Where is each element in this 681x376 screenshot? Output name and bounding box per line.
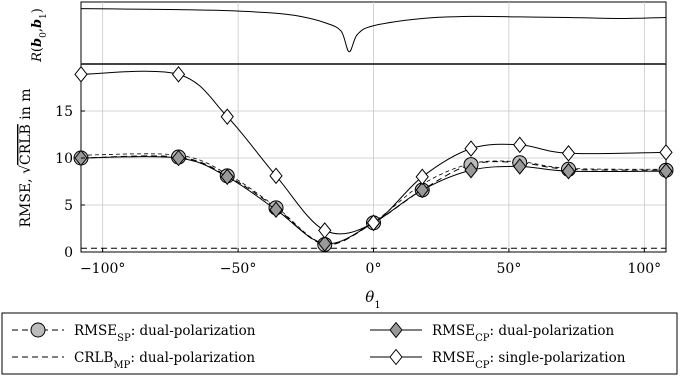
x-axis-label: θ1: [365, 288, 380, 311]
data-point-diamond-open: [513, 136, 527, 154]
legend-item: RMSESP: dual-polarization: [12, 322, 256, 344]
top-panel-curve: [80, 8, 667, 53]
legend-label-sub: SP: [117, 333, 131, 344]
legend-label: RMSECP: dual-polarization: [432, 323, 615, 344]
legend-label-suffix: : single-polarization: [489, 350, 625, 366]
top-ylabel-open-paren: (: [30, 47, 45, 52]
y-axis-label-sqrt: √: [18, 165, 34, 174]
data-point-diamond: [220, 168, 234, 186]
series-3: [74, 66, 673, 239]
data-point-diamond: [659, 162, 673, 180]
data-point-diamond: [171, 149, 186, 167]
legend-item: RMSECP: single-polarization: [370, 348, 626, 371]
legend-item: RMSECP: dual-polarization: [370, 321, 615, 344]
data-point-diamond-open: [415, 168, 429, 186]
legend-item: CRLBMP: dual-polarization: [12, 350, 255, 371]
x-tick-label: −100°: [80, 261, 125, 277]
legend-label-suffix: : dual-polarization: [130, 350, 255, 366]
y-tick-label: 10: [55, 151, 73, 167]
top-ylabel-sub1: 1: [39, 13, 49, 19]
y-axis-label-unit: in m: [18, 88, 34, 124]
data-point-diamond-open: [561, 144, 576, 162]
data-point-diamond: [415, 181, 429, 199]
x-axis-label-theta: θ: [365, 288, 374, 306]
x-tick-label: −50°: [220, 261, 257, 277]
top-ylabel-r: R: [30, 52, 45, 63]
legend-label-suffix: : dual-polarization: [131, 323, 256, 339]
data-point-diamond: [464, 161, 478, 179]
data-point-diamond-open: [171, 66, 186, 83]
legend-label-name: CRLB: [74, 350, 113, 366]
data-point-diamond: [269, 201, 283, 219]
legend-marker-diamond: [389, 321, 403, 339]
legend-label: RMSESP: dual-polarization: [74, 323, 256, 344]
data-point-diamond: [513, 158, 527, 175]
x-tick-label: 0°: [366, 261, 382, 277]
top-ylabel-close-paren: ): [30, 8, 45, 13]
top-ylabel-b0: b: [30, 38, 45, 47]
data-point-diamond-open: [659, 144, 673, 161]
legend-label-suffix: : dual-polarization: [489, 323, 614, 339]
data-point-diamond: [318, 235, 332, 252]
y-tick-label: 0: [64, 245, 73, 261]
data-point-diamond-open: [318, 222, 332, 239]
legend-label: CRLBMP: dual-polarization: [74, 350, 255, 371]
legend-label-name: RMSE: [432, 323, 475, 339]
legend-marker-diamond-open: [389, 348, 403, 366]
x-tick-labels: −100° −50° 0° 50° 100°: [80, 248, 661, 277]
top-ylabel-comma: ,: [30, 28, 45, 32]
legend-marker-circle: [30, 322, 46, 338]
y-tick-label: 5: [64, 198, 73, 214]
data-point-diamond-open: [366, 214, 381, 232]
data-point-diamond-open: [464, 140, 478, 157]
legend-label-sub: CP: [475, 333, 490, 344]
y-axis-label: RMSE, √CRLB in m: [18, 88, 34, 227]
x-tick-label: 100°: [627, 261, 661, 277]
legend: RMSESP: dual-polarization RMSECP: dual-po…: [1, 312, 678, 375]
y-axis-label-rmse: RMSE,: [18, 174, 34, 228]
data-point-diamond-open: [220, 108, 234, 125]
legend-label-name: RMSE: [74, 323, 117, 339]
y-tick-labels: 0 5 10 15: [55, 104, 85, 261]
top-grid: [102, 2, 645, 64]
top-panel: R(b0,b1): [30, 1, 667, 65]
y-axis-label-crlb: CRLB: [18, 124, 34, 165]
legend-label-name: RMSE: [432, 350, 475, 366]
top-y-axis-label: R(b0,b1): [30, 8, 49, 63]
legend-label: RMSECP: single-polarization: [432, 350, 626, 371]
main-panel: −100° −50° 0° 50° 100° 0 5 10 15 θ1 RMSE, √CRLB…: [18, 63, 674, 311]
x-tick-label: 50°: [497, 261, 522, 277]
top-ylabel-sub0: 0: [39, 32, 49, 38]
legend-label-sub: MP: [113, 360, 130, 371]
data-point-diamond-open: [74, 66, 88, 83]
y-tick-label: 15: [55, 104, 73, 120]
top-ylabel-b1: b: [30, 19, 45, 28]
legend-label-sub: CP: [475, 360, 490, 371]
data-point-diamond-open: [269, 167, 283, 185]
legend-frame: [1, 312, 678, 375]
x-axis-label-sub: 1: [374, 300, 380, 311]
data-point-diamond: [561, 162, 576, 180]
legend-items: RMSESP: dual-polarization RMSECP: dual-po…: [12, 321, 626, 371]
